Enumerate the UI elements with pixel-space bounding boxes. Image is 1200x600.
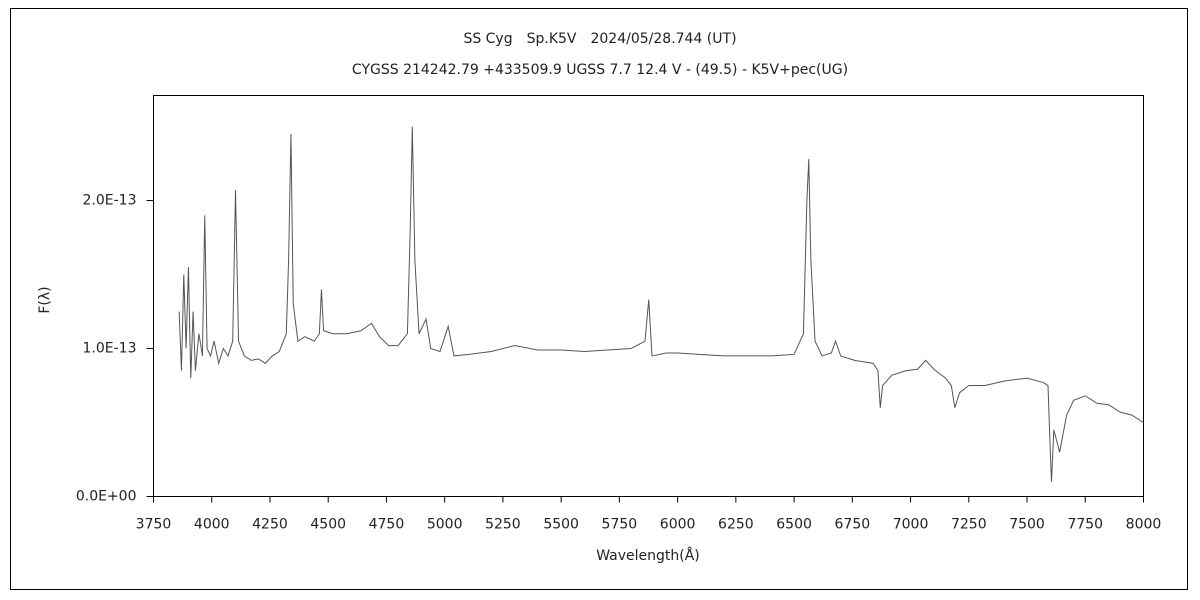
y-tick-label: 2.0E-13 — [83, 193, 137, 209]
x-tick-label: 4750 — [369, 517, 405, 533]
x-tick-label: 7500 — [1009, 517, 1045, 533]
x-tick-label: 7750 — [1067, 517, 1103, 533]
x-tick-label: 5750 — [602, 517, 638, 533]
x-tick-label: 7000 — [893, 517, 929, 533]
x-tick-label: 6750 — [835, 517, 871, 533]
y-tick-label: 1.0E-13 — [83, 341, 137, 357]
x-tick-label: 6000 — [660, 517, 696, 533]
frame — [10, 8, 1188, 590]
y-tick-label: 0.0E+00 — [76, 489, 137, 505]
x-tick-label: 5000 — [427, 517, 463, 533]
x-tick-label: 4500 — [310, 517, 346, 533]
spectrum-line — [178, 126, 1144, 482]
x-tick-label: 5250 — [485, 517, 521, 533]
x-tick-label: 4000 — [194, 517, 230, 533]
x-tick-label: 4250 — [252, 517, 288, 533]
x-tick-label: 3750 — [136, 517, 172, 533]
x-tick-label: 6500 — [776, 517, 812, 533]
x-axis-label: Wavelength(Å) — [596, 547, 700, 564]
y-axis-label: F(λ) — [37, 286, 53, 313]
plot-area — [153, 95, 1144, 497]
x-tick-label: 8000 — [1126, 517, 1162, 533]
x-tick-label: 5500 — [543, 517, 579, 533]
x-tick-label: 6250 — [718, 517, 754, 533]
chart-subtitle: CYGSS 214242.79 +433509.9 UGSS 7.7 12.4 … — [352, 62, 848, 78]
x-tick-label: 7250 — [951, 517, 987, 533]
chart-title: SS Cyg Sp.K5V 2024/05/28.744 (UT) — [463, 31, 736, 47]
